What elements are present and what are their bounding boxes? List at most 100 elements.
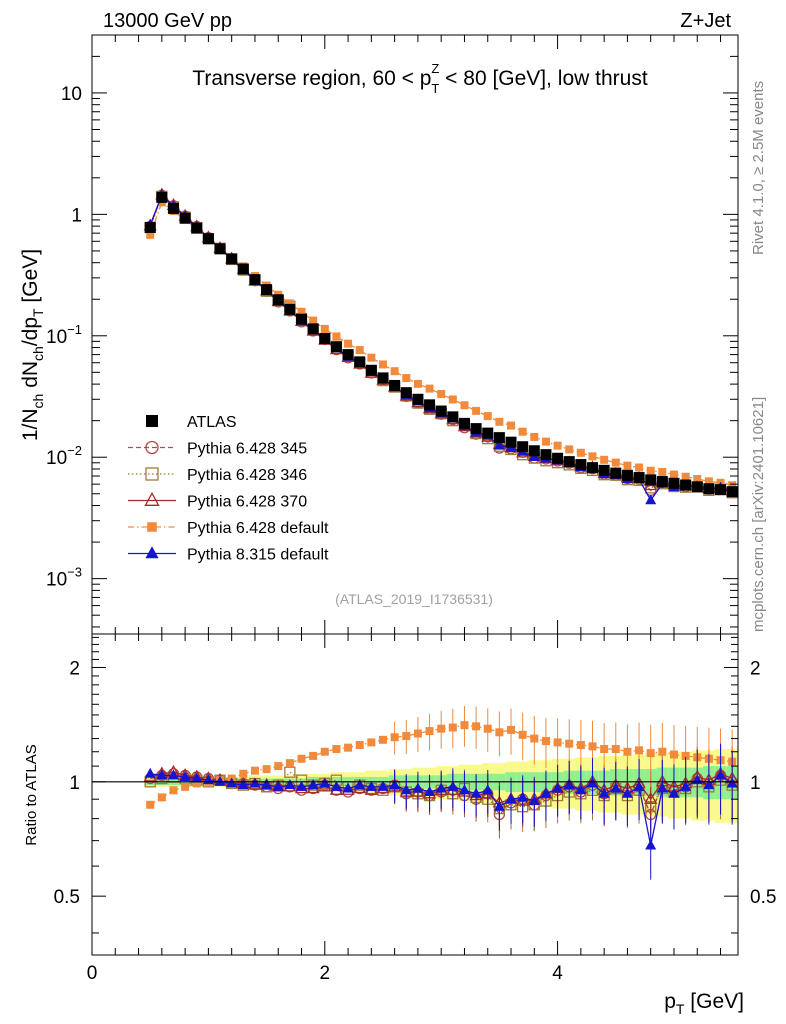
ratio-point [458, 784, 470, 795]
legend-marker [145, 467, 159, 481]
ratio-point [576, 741, 585, 750]
ratio-point [402, 732, 411, 741]
ratio-point [378, 735, 387, 744]
data-point [493, 439, 505, 450]
ratio-point [144, 767, 156, 778]
ratio-point [598, 787, 610, 798]
ratio-point [284, 779, 296, 790]
ratio-point [413, 729, 422, 738]
ratio-point [400, 784, 412, 795]
data-point [563, 456, 575, 468]
data-point [367, 353, 376, 362]
ratio-point [587, 777, 599, 788]
ratio-point [249, 777, 261, 788]
data-point [296, 313, 308, 325]
title-suffix: < 80 [GeV], low thrust [439, 67, 648, 90]
data-point [156, 191, 168, 203]
ratio-point [274, 762, 283, 771]
ratio-point [367, 738, 376, 747]
data-point [610, 467, 622, 479]
data-point [272, 294, 284, 306]
data-point [437, 390, 446, 399]
data-point [425, 384, 434, 393]
data-point [447, 411, 459, 423]
ratio-point [192, 779, 201, 788]
data-point [645, 474, 657, 486]
ratio-point [261, 779, 273, 790]
ratio-point [181, 782, 190, 791]
data-point [493, 432, 505, 444]
ratio-point [354, 779, 366, 790]
y-axis-label-part: [GeV] [19, 249, 42, 309]
ratio-point [726, 777, 738, 788]
x-tick-label: 4 [552, 963, 563, 984]
data-point [378, 360, 387, 369]
series-atlas [144, 191, 738, 498]
data-point [412, 393, 424, 405]
data-point [146, 230, 155, 239]
legend-label: ATLAS [187, 414, 237, 431]
data-point [669, 470, 678, 479]
data-point [285, 299, 294, 308]
ratio-point [703, 779, 715, 790]
data-point [202, 233, 214, 245]
ratio-point [540, 787, 552, 798]
legend-marker [147, 522, 157, 532]
ratio-point [377, 780, 389, 791]
data-point [611, 458, 620, 467]
ratio-point [320, 747, 329, 756]
data-point [400, 387, 412, 399]
main-plot-frame [91, 34, 739, 635]
ratio-point [226, 777, 238, 788]
data-point [668, 477, 680, 489]
data-point [424, 399, 436, 411]
data-point [297, 307, 306, 316]
ratio-point [588, 742, 597, 751]
data-point [355, 346, 364, 355]
data-point [191, 222, 203, 234]
data-point [261, 284, 273, 296]
data-point [623, 461, 632, 470]
ratio-y-tick-label-right: 0.5 [750, 887, 776, 908]
ratio-point [553, 738, 562, 747]
ratio-point [541, 737, 550, 746]
data-point [726, 486, 738, 498]
y-tick-exponent: −1 [67, 322, 82, 337]
data-point [540, 449, 552, 461]
ratio-point [272, 780, 284, 791]
y-tick-exponent: −2 [67, 443, 82, 458]
data-point [320, 324, 329, 333]
data-point [179, 212, 191, 224]
ratio-point [169, 786, 178, 795]
ratio-point [424, 786, 436, 797]
header-left: 13000 GeV pp [103, 10, 232, 32]
data-point [552, 452, 564, 464]
data-point [284, 303, 296, 315]
x-axis-label-sub: T [676, 1001, 685, 1017]
ratio-point [517, 791, 529, 802]
ratio-point [412, 782, 424, 793]
ratio-point [483, 724, 492, 733]
data-point [330, 341, 342, 353]
ratio-point [656, 782, 668, 793]
ratio-y-tick-label: 0.5 [54, 887, 80, 908]
data-point [309, 316, 318, 325]
ratio-point [389, 779, 401, 790]
ratio-point [505, 793, 517, 804]
data-point [332, 332, 341, 341]
ratio-point [437, 724, 446, 733]
ratio-point [355, 741, 364, 750]
ratio-point [239, 769, 248, 778]
data-point [226, 253, 238, 265]
data-point [144, 221, 156, 233]
ratio-point [518, 730, 527, 739]
ratio-point [179, 770, 191, 781]
ratio-point [167, 769, 179, 780]
ratio-point [191, 772, 203, 783]
data-point [342, 349, 354, 361]
y-axis-label-part: 1/N [19, 408, 42, 441]
ratio-point [157, 793, 166, 802]
data-point [389, 379, 401, 391]
y-tick-base: 10 [46, 448, 67, 469]
